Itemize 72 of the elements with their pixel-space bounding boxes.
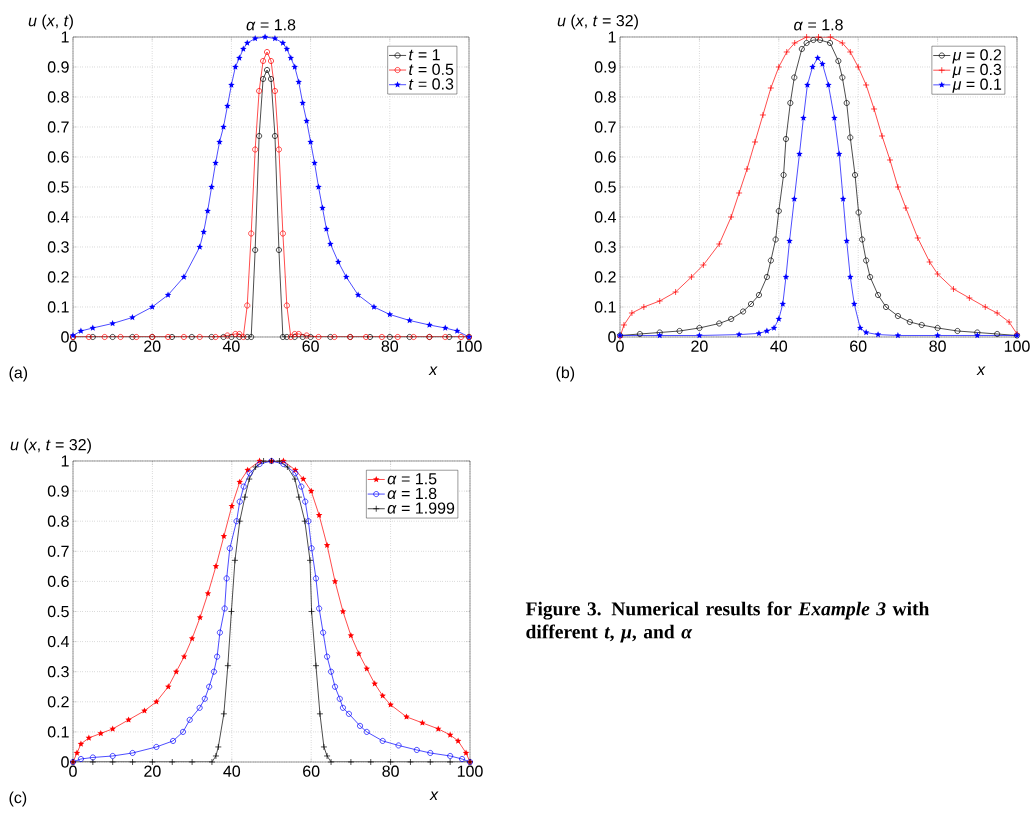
y-tick-label: 0.7 — [594, 121, 616, 133]
x-tick-label: 100 — [457, 765, 483, 777]
legend-label: t = 0.5 — [409, 63, 454, 76]
y-tick-label: 0 — [61, 331, 69, 343]
x-axis-title: x — [976, 366, 986, 375]
x-axis-title: x — [429, 791, 439, 800]
y-tick-label: 0 — [61, 756, 69, 768]
x-tick-label: 80 — [929, 340, 946, 352]
y-tick-label: 0.1 — [594, 301, 616, 313]
y-tick-label: 0.7 — [47, 545, 69, 557]
y-tick-label: 0.3 — [47, 241, 69, 253]
y-tick-label: 1 — [608, 31, 616, 43]
x-tick-label: 40 — [770, 340, 788, 352]
y-tick-label: 0.1 — [47, 726, 69, 738]
x-tick-label: 0 — [69, 765, 77, 777]
legend-label: μ = 0.2 — [952, 49, 1002, 64]
y-tick-label: 0.3 — [594, 241, 616, 253]
x-tick-label: 80 — [382, 765, 399, 777]
x-tick-label: 0 — [616, 340, 624, 352]
text: Figure 3. Numerical results for Example 3 with different t, μ, and α — [525, 601, 930, 643]
y-tick-label: 0.6 — [594, 151, 616, 163]
legend-label: μ = 0.3 — [952, 63, 1002, 79]
x-tick-label: 40 — [223, 765, 241, 777]
chart-title: α = 1.8 — [794, 19, 843, 31]
y-tick-label: 0.9 — [47, 61, 69, 73]
x-axis-title: x — [428, 366, 438, 375]
y-axis-title: u (x, t) — [28, 14, 73, 30]
y-tick-label: 0.8 — [594, 91, 616, 103]
legend-label: α = 1.8 — [387, 487, 437, 500]
x-tick-label: 60 — [302, 340, 319, 352]
y-tick-label: 0.5 — [47, 181, 69, 193]
x-tick-label: 100 — [1004, 340, 1030, 352]
text: (a) — [9, 366, 28, 382]
x-tick-label: 20 — [144, 765, 161, 777]
legend-label: t = 1 — [409, 49, 440, 61]
y-tick-label: 0.8 — [47, 91, 69, 103]
x-tick-label: 80 — [381, 340, 399, 352]
text: (c) — [9, 791, 27, 807]
text: (b) — [556, 366, 575, 382]
y-tick-label: 0.9 — [594, 61, 616, 73]
y-tick-label: 0.2 — [594, 271, 616, 283]
y-tick-label: 0 — [608, 331, 616, 343]
x-tick-label: 40 — [222, 340, 240, 352]
y-tick-label: 0.5 — [47, 605, 69, 618]
legend-label: t = 0.3 — [409, 78, 454, 90]
y-tick-label: 0.4 — [47, 211, 69, 223]
y-tick-label: 0.6 — [47, 151, 69, 163]
chart-title: α = 1.8 — [246, 19, 296, 31]
y-axis-title: u (x, t = 32) — [557, 14, 638, 30]
x-tick-label: 100 — [456, 340, 482, 352]
x-tick-label: 60 — [303, 765, 320, 777]
y-tick-label: 0.8 — [47, 515, 69, 527]
x-tick-label: 20 — [144, 340, 161, 352]
y-tick-label: 0.1 — [47, 301, 69, 313]
y-tick-label: 1 — [61, 31, 69, 43]
y-axis-title: u (x, t = 32) — [10, 438, 91, 454]
x-tick-label: 60 — [850, 340, 867, 352]
y-tick-label: 0.6 — [47, 575, 69, 588]
legend-label: α = 1.999 — [387, 502, 455, 514]
y-tick-label: 0.4 — [47, 635, 69, 648]
legend-label: α = 1.5 — [387, 473, 437, 485]
y-tick-label: 0.4 — [594, 211, 616, 223]
legend-label: μ = 0.1 — [952, 78, 1002, 93]
y-tick-label: 0.7 — [47, 121, 69, 133]
x-tick-label: 0 — [69, 340, 77, 352]
y-tick-label: 0.5 — [594, 181, 616, 193]
y-tick-label: 0.9 — [47, 485, 69, 497]
y-tick-label: 1 — [61, 455, 69, 467]
y-tick-label: 0.2 — [47, 696, 69, 708]
y-tick-label: 0.3 — [47, 666, 69, 678]
y-tick-label: 0.2 — [47, 271, 69, 283]
x-tick-label: 20 — [691, 340, 708, 352]
